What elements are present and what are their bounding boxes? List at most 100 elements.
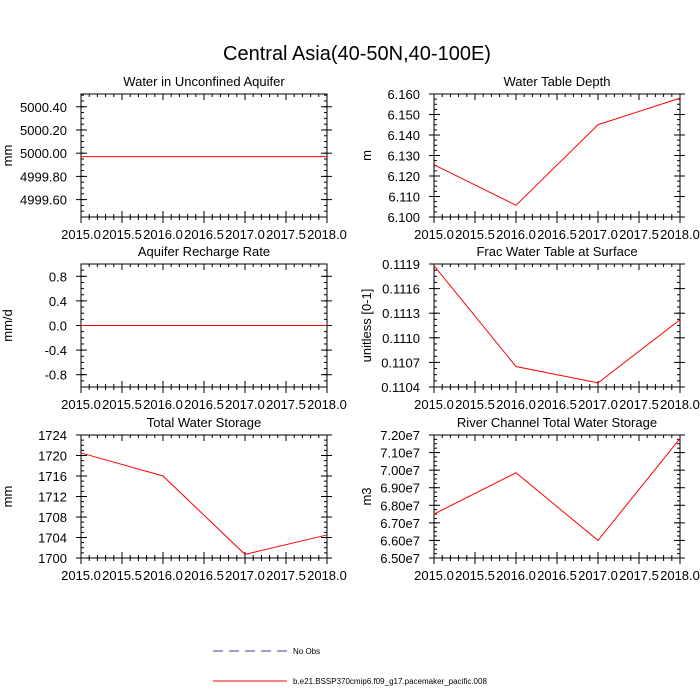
x-tick-label: 2016.5 [537, 227, 577, 242]
y-tick-label: 0.1116 [382, 282, 420, 297]
y-tick-label: 7.20e7 [380, 428, 420, 443]
x-tick-label: 2015.0 [61, 397, 101, 412]
x-tick-label: 2016.0 [143, 568, 183, 583]
y-tick-label: 1716 [38, 469, 67, 484]
y-tick-label: 6.150 [387, 108, 420, 123]
x-tick-label: 2017.0 [578, 568, 618, 583]
x-tick-label: 2017.5 [266, 397, 306, 412]
x-tick-label: 2017.5 [266, 227, 306, 242]
y-tick-label: 6.110 [388, 190, 420, 205]
x-tick-label: 2016.5 [184, 397, 224, 412]
x-tick-label: 2017.5 [619, 227, 659, 242]
y-axis-label: unitless [0-1] [359, 289, 374, 363]
panel-title: River Channel Total Water Storage [457, 415, 657, 430]
y-tick-label: 5000.00 [20, 146, 67, 161]
plot-frame [80, 93, 328, 218]
y-tick-label: 6.70e7 [380, 516, 420, 531]
x-tick-label: 2015.5 [455, 397, 495, 412]
x-tick-label: 2017.0 [225, 397, 265, 412]
y-tick-label: 5000.20 [20, 123, 67, 138]
main-title: Central Asia(40-50N,40-100E) [223, 43, 491, 65]
x-tick-label: 2015.5 [102, 397, 142, 412]
x-tick-label: 2016.5 [537, 397, 577, 412]
y-tick-label: 0.1107 [381, 355, 420, 370]
y-axis-label: mm [0, 145, 15, 167]
y-axis-label: mm [0, 486, 15, 508]
panel-1: Water in Unconfined Aquifer mm 2015.0 2015.… [0, 74, 347, 242]
y-axis-label: m3 [359, 487, 374, 505]
x-tick-label: 2015.0 [414, 397, 454, 412]
y-tick-label: 1720 [38, 449, 67, 464]
x-tick-label: 2016.5 [184, 568, 224, 583]
x-tick-label: 2015.0 [414, 227, 454, 242]
y-tick-label: 7.10e7 [380, 446, 420, 461]
x-tick-label: 2017.5 [266, 568, 306, 583]
y-axis-label: m [359, 150, 374, 161]
series-line [433, 265, 681, 384]
y-tick-label: 4999.80 [20, 169, 67, 184]
y-tick-label: 0.4 [49, 294, 67, 309]
y-tick-label: 5000.40 [20, 100, 67, 115]
y-tick-label: 0.1113 [382, 306, 420, 321]
y-tick-label: 6.160 [387, 87, 420, 102]
y-tick-label: 0.0 [49, 319, 67, 334]
legend-label: b.e21.BSSP370cmip6.f09_g17.pacemaker_pac… [293, 677, 487, 686]
x-tick-label: 2016.0 [496, 397, 536, 412]
y-tick-label: 4999.60 [20, 193, 67, 208]
x-tick-label: 2016.5 [184, 227, 224, 242]
x-tick-label: 2018.0 [660, 397, 700, 412]
y-tick-label: 6.80e7 [380, 498, 420, 513]
x-tick-label: 2017.5 [619, 568, 659, 583]
x-tick-label: 2018.0 [307, 227, 347, 242]
y-tick-label: 6.60e7 [380, 533, 420, 548]
y-tick-label: 0.8 [49, 269, 67, 284]
panel-4: Frac Water Table at Surface unitless [0-1… [359, 244, 700, 412]
x-tick-label: 2015.5 [455, 227, 495, 242]
x-tick-label: 2018.0 [307, 568, 347, 583]
x-tick-label: 2015.0 [414, 568, 454, 583]
x-tick-label: 2016.5 [537, 568, 577, 583]
y-tick-label: 1724 [38, 428, 67, 443]
legend: No Obs b.e21.BSSP370cmip6.f09_g17.pacemak… [213, 647, 487, 686]
x-tick-label: 2018.0 [660, 568, 700, 583]
panel-title: Water in Unconfined Aquifer [123, 74, 285, 89]
y-tick-label: 7.00e7 [380, 463, 420, 478]
y-tick-label: 6.140 [387, 128, 420, 143]
panel-title: Frac Water Table at Surface [476, 244, 637, 259]
y-tick-label: 1708 [38, 510, 67, 525]
x-tick-label: 2016.0 [143, 397, 183, 412]
x-tick-label: 2018.0 [307, 397, 347, 412]
y-tick-label: 6.90e7 [380, 481, 420, 496]
y-tick-label: 1700 [38, 551, 67, 566]
y-tick-label: 6.50e7 [380, 551, 420, 566]
x-tick-label: 2017.0 [578, 227, 618, 242]
plot-frame [433, 93, 681, 218]
series-line [80, 452, 328, 555]
x-tick-label: 2015.0 [61, 568, 101, 583]
plot-frame [80, 434, 328, 559]
y-tick-label: -0.8 [45, 368, 67, 383]
y-tick-label: 0.1119 [382, 257, 420, 272]
panel-2: Water Table Depth m 2015.0 2015.5 2016.0 2016… [359, 74, 700, 242]
panel-title: Aquifer Recharge Rate [138, 244, 270, 259]
x-tick-label: 2017.5 [619, 397, 659, 412]
x-tick-label: 2016.0 [496, 227, 536, 242]
panel-title: Total Water Storage [147, 415, 261, 430]
x-tick-label: 2017.0 [225, 568, 265, 583]
panel-title: Water Table Depth [504, 74, 611, 89]
y-tick-label: 0.1110 [382, 331, 420, 346]
y-tick-label: 6.120 [387, 169, 420, 184]
plot-frame [433, 263, 681, 388]
x-tick-label: 2017.0 [578, 397, 618, 412]
x-tick-label: 2016.0 [143, 227, 183, 242]
y-axis-label: mm/d [0, 309, 15, 342]
x-tick-label: 2015.0 [61, 227, 101, 242]
y-tick-label: 6.130 [387, 149, 420, 164]
y-tick-label: -0.4 [45, 343, 67, 358]
y-tick-label: 1712 [38, 490, 67, 505]
x-tick-label: 2018.0 [660, 227, 700, 242]
series-line [433, 97, 681, 206]
